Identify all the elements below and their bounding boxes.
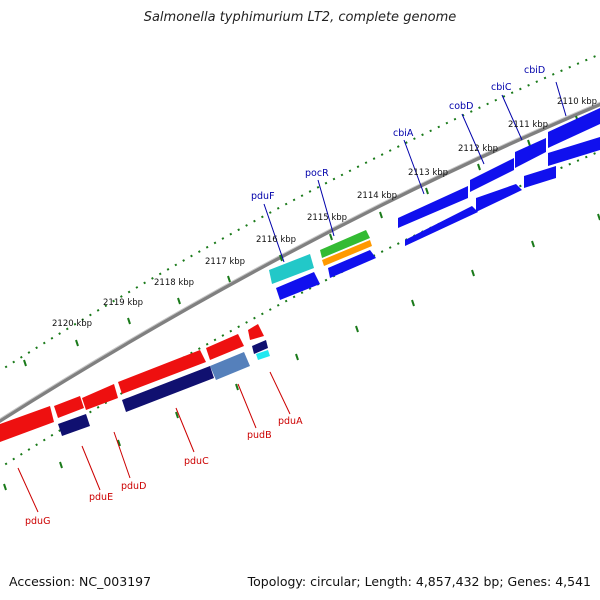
leader-pduG [17,467,39,513]
gene-pduF-cyan[interactable] [269,254,314,284]
major-tick [177,297,181,305]
gene-label-cbiA[interactable]: cbiA [393,128,414,139]
gene-cbiC-block[interactable] [515,138,546,168]
accession-text: Accession: NC_003197 [9,574,152,589]
gene-cbiC-lower[interactable] [524,166,556,188]
leader-cbiA [403,139,425,195]
major-tick [329,233,333,241]
gene-pudB-steel[interactable] [210,352,250,380]
gene-pduE-red[interactable] [54,396,84,418]
gene-pocR-blue[interactable] [328,250,376,278]
leader-pduF [263,203,285,263]
major-tick [477,163,481,171]
major-tick [75,339,79,347]
major-tick [355,325,359,333]
tick-label: 2112 kbp [458,144,498,154]
gene-pduA-red[interactable] [248,324,264,340]
tick-label: 2117 kbp [205,257,245,267]
tick-label: 2119 kbp [103,298,143,308]
tick-label: 2116 kbp [256,235,296,245]
gene-pduG-red[interactable] [0,406,54,442]
major-tick [279,254,283,262]
major-tick [117,439,121,447]
gene-pduF-blue[interactable] [276,272,320,300]
major-tick [127,317,131,325]
gene-label-pduG[interactable]: pduG [25,516,50,527]
gene-label-pduE[interactable]: pduE [89,492,113,503]
tick-label: 2110 kbp [557,97,597,107]
leader-pocR [317,179,335,237]
genome-backbone-highlight [0,101,600,420]
gene-pudB-red[interactable] [206,334,244,360]
gene-pduA-navy[interactable] [252,340,268,354]
gene-cbiD-block[interactable] [548,108,600,148]
major-tick [471,269,475,277]
gene-cbiA-lower[interactable] [405,206,478,246]
gene-label-cobD[interactable]: cobD [449,101,473,112]
major-tick [379,211,383,219]
tick-label: 2115 kbp [307,213,347,223]
leader-pduC [175,407,195,453]
gene-label-cbiC[interactable]: cbiC [491,82,512,93]
tick-label: 2113 kbp [408,168,448,178]
gene-label-pduA[interactable]: pduA [278,416,303,427]
major-tick [425,187,429,195]
gene-label-cbiD[interactable]: cbiD [524,65,545,76]
gene-pduE-navy[interactable] [58,414,90,436]
tick-label: 2114 kbp [357,191,397,201]
major-tick [411,299,415,307]
leader-pduE [81,445,101,491]
gene-cbiD-block2[interactable] [548,137,600,166]
leader-pudB [237,383,257,429]
gene-pocR-green[interactable] [320,230,370,258]
gene-pocR-orange[interactable] [322,240,372,266]
tick-label: 2120 kbp [52,319,92,329]
gene-pduA-cyan[interactable] [256,350,270,360]
major-tick [227,275,231,283]
gene-label-pudB[interactable]: pudB [247,430,272,441]
major-tick [235,383,239,391]
major-tick [3,483,7,491]
major-tick [175,411,179,419]
leader-cbiD [555,81,567,117]
gene-label-pduC[interactable]: pduC [184,456,209,467]
leader-cobD [461,113,485,165]
gene-pduD-red[interactable] [82,384,118,410]
leader-pduA [269,371,291,415]
leader-cbiC [501,94,523,141]
gene-cbiA-block[interactable] [398,186,468,228]
gene-label-pocR[interactable]: pocR [305,168,329,179]
gene-label-pduD[interactable]: pduD [121,481,146,492]
gene-label-pduF[interactable]: pduF [251,191,275,202]
major-tick [23,359,27,367]
leader-pduD [113,431,131,479]
genome-stats-text: Topology: circular; Length: 4,857,432 bp… [247,574,591,589]
major-tick [531,240,535,248]
gene-pduC-navy[interactable] [122,366,214,412]
gene-cobD-lower[interactable] [476,184,522,212]
major-tick [295,353,299,361]
gene-cobD-block[interactable] [470,158,514,192]
tick-label: 2118 kbp [154,278,194,288]
genome-backbone [0,102,600,424]
major-tick [59,461,63,469]
major-tick [527,139,531,147]
map-title: Salmonella typhimurium LT2, complete gen… [143,10,457,25]
tick-label: 2111 kbp [508,120,548,130]
gene-pduC-red[interactable] [118,350,206,394]
